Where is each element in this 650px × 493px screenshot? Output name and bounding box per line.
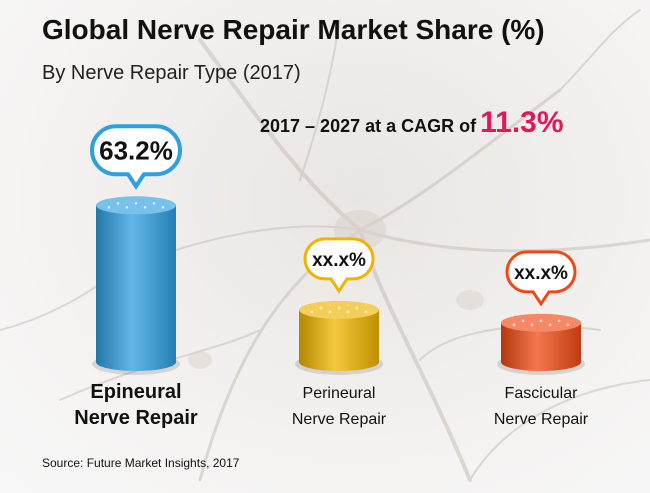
bar-body-fascicular	[501, 322, 581, 371]
cagr-value: 11.3%	[480, 106, 564, 139]
bar-top-sparkle	[328, 310, 332, 314]
data-label-text-fascicular: xx.x%	[514, 263, 568, 284]
bar-body-epineural	[96, 205, 176, 371]
bar-top-sparkle	[566, 323, 570, 327]
bar-top-epineural	[96, 196, 176, 215]
bar-top-sparkle	[548, 323, 552, 327]
cagr-annotation: 2017 – 2027 at a CAGR of 11.3%	[260, 106, 564, 140]
bar-top-sparkle	[107, 205, 111, 209]
bar-top-sparkle	[364, 310, 368, 314]
bar-top-sparkle	[161, 205, 165, 209]
category-label-epineural-line2: Nerve Repair	[74, 407, 198, 429]
category-label-perineural-line2: Nerve Repair	[292, 411, 387, 428]
bar-perineural	[295, 300, 383, 375]
bar-fascicular	[497, 313, 585, 375]
bar-top-perineural	[299, 300, 379, 319]
data-label-text-perineural: xx.x%	[312, 250, 366, 271]
data-label-bubble-epineural	[90, 124, 182, 190]
bar-top-sparkle	[143, 205, 147, 209]
source-note: Source: Future Market Insights, 2017	[42, 456, 240, 470]
bar-top-sparkle	[134, 201, 138, 205]
bar-top-sparkle	[116, 201, 120, 205]
bar-top-sparkle	[337, 306, 341, 310]
bar-top-sparkle	[512, 323, 516, 327]
bar-top-sparkle	[539, 319, 543, 323]
category-label-epineural-line1: Epineural	[90, 381, 181, 403]
category-label-fascicular-line1: Fascicular	[505, 385, 579, 402]
bar-top-sparkle	[319, 306, 323, 310]
bar-top-sparkle	[310, 310, 314, 314]
bar-top-sparkle	[355, 306, 359, 310]
data-label-bubble-perineural	[303, 237, 375, 294]
bar-top-sparkle	[530, 323, 534, 327]
data-label-fascicular: xx.x%	[505, 250, 577, 307]
cagr-prefix: 2017 – 2027 at a CAGR of	[260, 116, 477, 136]
bar-body-perineural	[299, 309, 379, 371]
bar-top-sparkle	[346, 310, 350, 314]
data-label-perineural: xx.x%	[303, 237, 375, 294]
bar-top-fascicular	[501, 313, 581, 332]
bar-top-sparkle	[125, 205, 129, 209]
category-label-fascicular-line2: Nerve Repair	[494, 411, 589, 428]
bar-epineural	[92, 196, 180, 375]
bar-top-sparkle	[521, 319, 525, 323]
chart-subtitle: By Nerve Repair Type (2017)	[42, 62, 301, 84]
data-label-epineural: 63.2%	[90, 124, 182, 190]
data-label-bubble-fascicular	[505, 250, 577, 307]
bar-top-sparkle	[152, 201, 156, 205]
bar-top-sparkle	[557, 319, 561, 323]
category-label-perineural-line1: Perineural	[303, 385, 376, 402]
chart-title: Global Nerve Repair Market Share (%)	[42, 14, 545, 45]
data-label-text-epineural: 63.2%	[99, 135, 173, 165]
